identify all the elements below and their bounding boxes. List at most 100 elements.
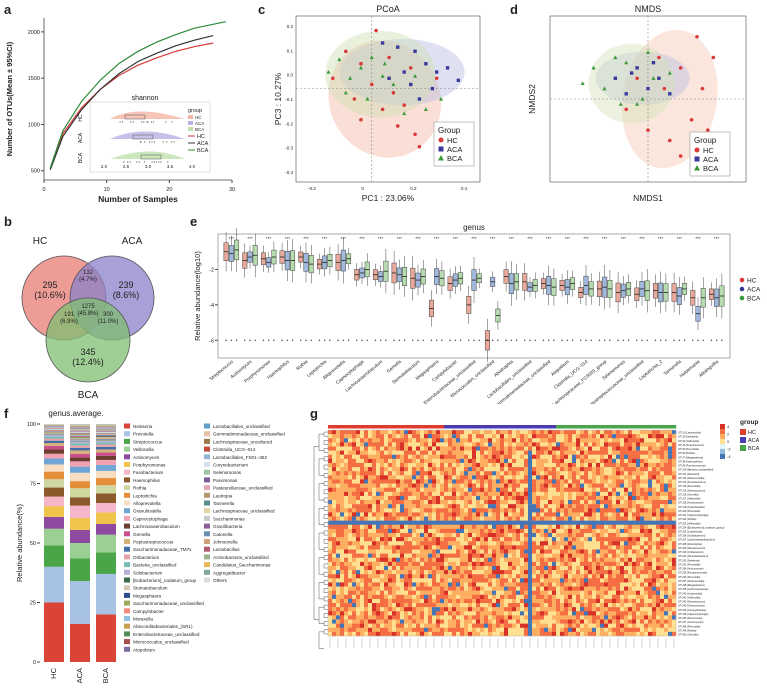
heatmap-cell xyxy=(588,582,592,586)
heatmap-cell xyxy=(456,570,460,574)
heatmap-cell xyxy=(444,595,448,599)
heatmap-cell xyxy=(344,537,348,541)
legend-label-hc: HC xyxy=(447,136,458,145)
heatmap-cell xyxy=(352,504,356,508)
inset-point xyxy=(151,161,152,162)
heatmap-cell xyxy=(672,517,676,521)
heatmap-cell xyxy=(544,438,548,442)
heatmap-cell xyxy=(428,554,432,558)
heatmap-cell xyxy=(424,459,428,463)
heatmap-cell xyxy=(376,479,380,483)
heatmap-cell xyxy=(560,467,564,471)
heatmap-cell xyxy=(668,492,672,496)
heatmap-cell xyxy=(568,463,572,467)
heatmap-cell xyxy=(492,434,496,438)
venn-region-count: 345 xyxy=(80,347,95,357)
heatmap-cell xyxy=(644,500,648,504)
heatmap-cell xyxy=(468,492,472,496)
venn-region-pct: (12.4%) xyxy=(72,357,104,367)
heatmap-cell xyxy=(360,434,364,438)
heatmap-cell xyxy=(652,521,656,525)
outlier-point xyxy=(585,340,586,341)
heatmap-cell xyxy=(344,615,348,619)
heatmap-cell xyxy=(376,434,380,438)
heatmap-cell xyxy=(376,438,380,442)
heatmap-cell xyxy=(580,521,584,525)
outlier-point xyxy=(292,340,293,341)
heatmap-cell xyxy=(404,587,408,591)
heatmap-cell xyxy=(556,467,560,471)
heatmap-cell xyxy=(476,566,480,570)
y-tick-label: 1500 xyxy=(28,76,40,82)
heatmap-cell xyxy=(444,463,448,467)
heatmap-cell xyxy=(396,587,400,591)
heatmap-cell xyxy=(468,488,472,492)
heatmap-cell xyxy=(568,582,572,586)
heatmap-cell xyxy=(484,525,488,529)
heatmap-cell xyxy=(644,451,648,455)
heatmap-cell xyxy=(468,562,472,566)
heatmap-cell xyxy=(588,488,592,492)
heatmap-cell xyxy=(408,603,412,607)
heatmap-cell xyxy=(632,500,636,504)
heatmap-cell xyxy=(660,558,664,562)
heatmap-cell xyxy=(624,442,628,446)
heatmap-cell xyxy=(536,455,540,459)
heatmap-cell xyxy=(464,517,468,521)
legend-label: Actinobacteria_unclassified xyxy=(213,555,269,560)
heatmap-cell xyxy=(456,611,460,615)
heatmap-cell xyxy=(500,459,504,463)
heatmap-cell xyxy=(572,484,576,488)
heatmap-cell xyxy=(608,446,612,450)
heatmap-cell xyxy=(576,570,580,574)
heatmap-cell xyxy=(372,517,376,521)
heatmap-cell xyxy=(456,500,460,504)
heatmap-cell xyxy=(552,442,556,446)
heatmap-cell xyxy=(524,558,528,562)
heatmap-cell xyxy=(628,504,632,508)
x-tick-label: -0.2 xyxy=(308,186,316,191)
heatmap-cell xyxy=(428,533,432,537)
heatmap-cell xyxy=(340,430,344,434)
heatmap-cell xyxy=(388,574,392,578)
heatmap-cell xyxy=(648,517,652,521)
heatmap-cell xyxy=(524,484,528,488)
heatmap-cell xyxy=(576,603,580,607)
heatmap-cell xyxy=(616,541,620,545)
heatmap-cell xyxy=(364,504,368,508)
heatmap-cell xyxy=(524,582,528,586)
stack-segment-aca xyxy=(70,481,90,488)
heatmap-cell xyxy=(368,500,372,504)
stack-segment-aca xyxy=(70,438,90,439)
heatmap-cell xyxy=(592,434,596,438)
heatmap-cell xyxy=(420,566,424,570)
heatmap-cell xyxy=(488,607,492,611)
heatmap-cell xyxy=(488,549,492,553)
heatmap-cell xyxy=(532,611,536,615)
heatmap-cell xyxy=(664,570,668,574)
legend-swatch xyxy=(204,485,210,490)
heatmap-cell xyxy=(460,455,464,459)
heatmap-cell xyxy=(420,558,424,562)
heatmap-cell xyxy=(504,582,508,586)
heatmap-cell xyxy=(528,446,532,450)
heatmap-cell xyxy=(368,471,372,475)
heatmap-cell xyxy=(476,430,480,434)
heatmap-cell xyxy=(528,492,532,496)
heatmap-cell xyxy=(364,459,368,463)
heatmap-cell xyxy=(448,430,452,434)
heatmap-cell xyxy=(596,574,600,578)
heatmap-cell xyxy=(436,529,440,533)
heatmap-cell xyxy=(456,504,460,508)
heatmap-cell xyxy=(452,558,456,562)
heatmap-cell xyxy=(600,582,604,586)
heatmap-cell xyxy=(468,554,472,558)
heatmap-cell xyxy=(352,521,356,525)
heatmap-cell xyxy=(416,438,420,442)
heatmap-cell xyxy=(512,566,516,570)
heatmap-cell xyxy=(396,566,400,570)
heatmap-cell xyxy=(444,471,448,475)
heatmap-cell xyxy=(456,545,460,549)
heatmap-cell xyxy=(620,500,624,504)
